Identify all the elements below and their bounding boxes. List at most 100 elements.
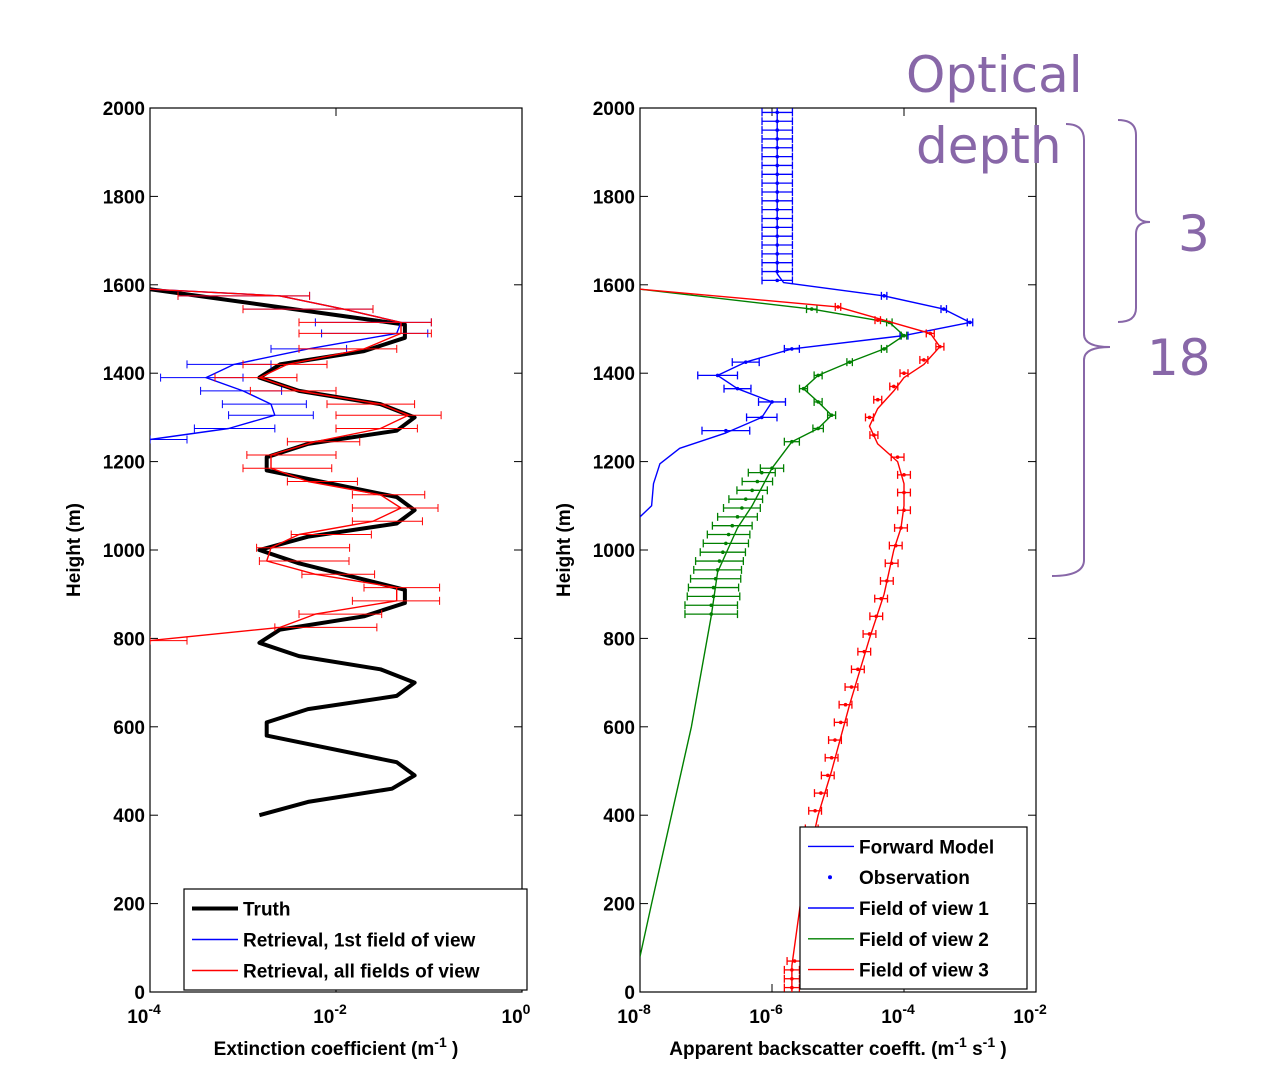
- p1-field-of-view-3-observations-point: [856, 667, 860, 672]
- p1-field-of-view-1-observations-point: [715, 373, 720, 378]
- p1-field-of-view-2-observations-point: [740, 506, 744, 510]
- p1-field-of-view-1-upper-observations-point: [775, 199, 780, 203]
- p1-plot-area: [640, 108, 974, 992]
- p0-y-tick-label: 600: [113, 718, 145, 739]
- p1-field-of-view-3-observations-point: [867, 415, 872, 420]
- p1-field-of-view-3-observations-point: [893, 543, 898, 548]
- extinction-panel: 0 200 400 600 800 1000 1200 1400 1600 1800 2000 10-…: [64, 99, 531, 1060]
- p1-field-of-view-3-observations-point: [875, 397, 880, 402]
- p1-field-of-view-1-observations-point: [743, 360, 748, 364]
- p1-field-of-view-2-observations-point: [770, 466, 774, 471]
- p0-y-tick-label: 400: [113, 806, 145, 827]
- p1-field-of-view-1-upper-observations-point: [775, 181, 780, 185]
- p1-y-axis-label: Height (m): [554, 503, 575, 597]
- p0-plot-area: [150, 287, 442, 818]
- p1-field-of-view-1-observations-point: [770, 400, 774, 404]
- p1-field-of-view-2-observations-point: [711, 594, 716, 599]
- p1-field-of-view-3-observations-point: [885, 579, 889, 583]
- optical-depth-title-line1: Optical: [906, 46, 1083, 104]
- p1-field-of-view-2-observations-point: [721, 550, 725, 555]
- p1-field-of-view-2-observations-point: [724, 541, 728, 546]
- p1-field-of-view-2-observations-point: [711, 585, 716, 590]
- p1-field-of-view-1-observations-point: [941, 307, 946, 311]
- p1-field-of-view-1-upper-observations-point: [775, 154, 780, 159]
- p1-field-of-view-3-line: [640, 288, 941, 992]
- p1-field-of-view-2-observations-point: [816, 400, 820, 404]
- p1-y-tick-label: 0: [624, 983, 635, 1004]
- p0-x-tick-label: 10-2: [313, 1001, 347, 1028]
- p1-field-of-view-1-observations-point: [759, 415, 764, 420]
- p1-field-of-view-3-observations-point: [895, 455, 900, 459]
- p1-field-of-view-1-observations-point: [968, 320, 972, 325]
- p1-field-of-view-1-upper-observations-point: [775, 252, 780, 256]
- p1-y-tick-label: 400: [603, 806, 635, 827]
- p1-field-of-view-2-observations-point: [755, 479, 760, 484]
- p1-field-of-view-3-observations-point: [849, 685, 854, 689]
- p1-field-of-view-1-upper-observations-point: [775, 110, 780, 115]
- p1-field-of-view-1-upper-observations-point: [775, 278, 780, 283]
- p1-field-of-view-2-observations-point: [829, 413, 834, 417]
- p1-y-tick-label: 2000: [593, 99, 635, 120]
- p1-y-tick-label: 1600: [593, 276, 635, 297]
- p0-retrieval-all-fields-of-view-line: [150, 288, 410, 642]
- p1-field-of-view-2-observations-point: [730, 523, 735, 528]
- p1-field-of-view-1-observations-point: [882, 294, 886, 298]
- p1-field-of-view-3-observations-point: [790, 985, 794, 990]
- p1-field-of-view-2-observations-point: [717, 559, 722, 563]
- p1-field-of-view-2-observations-point: [809, 307, 814, 311]
- p1-field-of-view-3-observations-point: [872, 433, 876, 437]
- p1-y-tick-label: 1400: [593, 364, 635, 385]
- p1-field-of-view-2-observations-point: [713, 576, 718, 581]
- p1-field-of-view-3-observations-point: [843, 702, 848, 707]
- p1-field-of-view-3-observations-point: [875, 318, 880, 322]
- p1-field-of-view-3-observations-point: [899, 526, 903, 530]
- p1-x-tick-label: 10-2: [1013, 1001, 1047, 1028]
- p1-field-of-view-3-observations-point: [902, 371, 906, 376]
- backscatter-panel: 0 200 400 600 800 1000 1200 1400 1600 1800 2000 10-…: [554, 99, 1047, 1060]
- p1-legend-observation-label: Observation: [859, 868, 970, 889]
- p1-field-of-view-3-observations-point: [838, 720, 843, 725]
- p1-field-of-view-2-observations-point: [801, 386, 806, 391]
- p1-field-of-view-1-upper-observations-point: [775, 172, 780, 177]
- p1-x-tick-label: 10-8: [617, 1001, 651, 1028]
- p1-field-of-view-1-upper-observations-point: [775, 243, 780, 247]
- p0-truth-line: [150, 287, 417, 818]
- p1-field-of-view-1-upper-observations-point: [775, 225, 780, 230]
- optical-depth-value-18: 18: [1147, 329, 1211, 387]
- p1-field-of-view-1-upper-observations-point: [775, 128, 780, 132]
- p1-field-of-view-1-upper-observations-point: [775, 234, 780, 238]
- p1-field-of-view-2-observations-point: [709, 612, 714, 616]
- p1-field-of-view-3-observations-point: [867, 632, 872, 636]
- p1-field-of-view-1-upper-observations-point: [775, 163, 780, 168]
- p1-field-of-view-3-observations-point: [862, 649, 867, 654]
- p1-field-of-view-1-observations-point: [790, 347, 794, 351]
- p0-y-tick-label: 1400: [103, 364, 145, 385]
- p0-y-tick-label: 1600: [103, 276, 145, 297]
- p1-field-of-view-2-observations-point: [816, 426, 820, 431]
- p1-field-of-view-2-observations-point: [847, 360, 852, 364]
- p1-field-of-view-1-upper-observations-point: [775, 145, 780, 150]
- p1-field-of-view-1-upper-observations-point: [775, 207, 780, 212]
- p1-field-of-view-2-observations-point: [715, 568, 720, 572]
- p1-y-tick-label: 1200: [593, 453, 635, 474]
- p1-field-of-view-3-observations-point: [879, 596, 883, 601]
- p1-legend-forward-model-label: Forward Model: [859, 837, 994, 858]
- p1-field-of-view-2-observations-point: [726, 532, 731, 537]
- p0-y-tick-label: 800: [113, 629, 145, 650]
- p0-x-tick-label: 10-4: [127, 1001, 161, 1028]
- upper-brace: [1117, 119, 1151, 323]
- p1-field-of-view-1-upper-observations-point: [775, 260, 780, 265]
- optical-depth-annotation: Optical depth 3 18: [906, 46, 1211, 577]
- p1-field-of-view-3-observations-point: [813, 808, 817, 813]
- p0-y-axis-label: Height (m): [64, 503, 85, 597]
- p1-field-of-view-3-observations-point: [825, 773, 830, 778]
- p1-y-tick-label: 800: [603, 629, 635, 650]
- p1-field-of-view-1-observations-point: [724, 428, 728, 433]
- p1-field-of-view-3-observations-point: [833, 738, 837, 742]
- p0-x-tick-label: 100: [502, 1001, 531, 1028]
- optical-depth-value-3: 3: [1178, 205, 1210, 263]
- p1-field-of-view-1-upper-observations-point: [775, 216, 780, 221]
- p1-field-of-view-3-observations-point: [928, 331, 933, 336]
- p0-axes-frame: [149, 107, 523, 993]
- p1-field-of-view-3-observations-point: [902, 490, 906, 495]
